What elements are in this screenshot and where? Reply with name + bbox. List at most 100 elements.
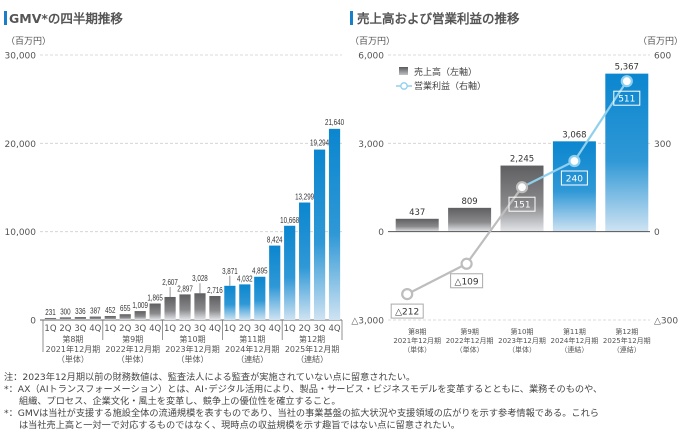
profit-line-segment [465,231,491,265]
quarter-label: 4Q [328,324,340,334]
fiscal-year-label: 2024年12月期 [551,336,599,345]
profit-marker [460,257,473,270]
fiscal-year-label: 2024年12月期 [225,344,280,354]
sales-value-label: 809 [461,197,477,207]
gmv-value-label: 10,668 [280,215,299,225]
fiscal-year-label: 2021年12月期 [46,344,101,354]
gmv-title-text: GMV*の四半期推移 [9,11,123,26]
profit-value-label: 151 [513,201,530,211]
fiscal-year-label: 2022年12月期 [105,344,160,354]
gmv-bar [179,294,191,320]
sales-profit-chart-title: 売上高および営業利益の推移 [350,8,520,27]
gmv-bar [134,311,146,320]
gmv-value-label: 336 [75,306,85,316]
title-marker-icon [350,10,353,25]
gmv-chart-title: GMV*の四半期推移 [4,8,123,27]
note-ax-1: *：AX（AIトランスフォーメーション）とは、AI･デジタル活用により、製品・サ… [4,384,603,395]
gmv-value-label: 2,716 [207,285,223,295]
gmv-value-label: 19,294 [310,138,329,148]
gmv-value-label: 21,640 [325,117,344,127]
gmv-bar [149,303,161,320]
y-left-tick-label: 6,000 [358,52,384,62]
sales-bar [500,165,544,232]
period-name-label: 第11期 [563,327,586,336]
gmv-bar [313,149,326,320]
gmv-bar [44,317,57,320]
profit-line-segment [521,160,575,189]
profit-value-label: 511 [618,95,635,105]
profit-line-segment [573,80,628,162]
gmv-unit-label: （百万円） [6,37,52,47]
period-name-label: 第8期 [62,334,83,344]
y-left-tick-label: △3,000 [351,317,384,327]
period-name-label: 第12期 [299,334,325,344]
chart-legend: 売上高（左軸） 営業利益（右軸） [396,66,486,92]
quarter-label: 2Q [179,324,191,334]
period-name-label: 第10期 [511,327,534,336]
note-gmv-1: *：GMVは当社が支援する施設全体の流通規模を表すものであり、当社の事業基盤の拡… [4,408,599,419]
sales-value-label: 5,367 [615,63,639,73]
sales-value-label: 3,068 [562,130,586,140]
y-left-tick-label: 0 [378,228,384,238]
fiscal-year-label: 2023年12月期 [498,336,546,345]
quarter-label: 1Q [44,324,56,334]
gmv-value-label: 2,607 [162,277,178,287]
period-name-label: 第8期 [408,327,426,336]
period-name-label: 第9期 [460,327,478,336]
period-name-label: 第11期 [239,334,265,344]
gmv-bar [224,285,236,320]
basis-label: （単体） [57,354,89,364]
basis-label: （連結） [613,345,641,354]
profit-value-label: 240 [566,175,583,185]
quarter-label: 3Q [194,324,206,334]
charts-canvas: 010,00020,00030,0002311Q3002Q3363Q3874Q第… [5,52,679,365]
profit-label-box [450,273,484,289]
quarter-label: 4Q [269,324,281,334]
profit-marker [620,75,633,88]
note-audit: 注：2023年12月期以前の財務数値は、監査法人による監査が実施されていない点に… [4,372,416,383]
quarter-label: 2Q [119,324,131,334]
title-marker-icon [4,10,7,25]
gmv-value-label: 231 [45,307,55,317]
basis-label: （単体） [177,354,209,364]
basis-label: （単体） [403,345,431,354]
y-right-tick-label: 0 [654,228,660,238]
profit-unit-right-label: （百万円） [638,37,684,47]
profit-label-box [560,170,588,186]
y-tick-label: 0 [30,317,36,327]
y-right-tick-label: △300 [654,317,678,327]
gmv-bar [194,293,206,320]
quarter-label: 3Q [314,324,326,334]
gmv-value-label: 8,424 [267,235,283,245]
period-name-label: 第12期 [615,327,638,336]
gmv-bar [74,317,86,320]
profit-label-box [390,303,424,319]
gmv-value-label: 3,871 [222,266,238,276]
profit-marker [401,287,414,301]
gmv-bar [104,316,116,320]
gmv-value-label: 300 [60,306,70,316]
sales-bar [448,207,492,232]
y-tick-label: 20,000 [5,140,37,150]
basis-label: （単体） [117,354,149,364]
quarter-label: 1Q [164,324,176,334]
sales-value-label: 437 [409,208,425,218]
sales-bar [395,218,439,232]
quarter-label: 1Q [224,324,236,334]
gmv-value-label: 1,009 [132,300,148,310]
sales-bar [552,141,596,232]
gmv-chart: 010,00020,00030,0002311Q3002Q3363Q3874Q第… [5,52,345,365]
gmv-value-label: 655 [120,303,130,313]
gmv-bar [299,202,311,320]
y-left-tick-label: 3,000 [358,140,384,150]
basis-label: （単体） [508,345,536,354]
fiscal-year-label: 2025年12月期 [285,344,340,354]
gmv-value-label: 4,032 [237,273,253,283]
sales-profit-chart: △3,000 0 3,000 6,000 △300 0 300 600 437 第8期2021年1… [351,52,678,355]
period-name-label: 第9期 [122,334,143,344]
fiscal-year-label: 2023年12月期 [165,344,220,354]
gmv-bar [59,317,72,320]
fiscal-year-label: 2025年12月期 [603,336,651,345]
profit-line-segment [488,186,523,233]
sales-value-label: 2,245 [510,155,534,165]
